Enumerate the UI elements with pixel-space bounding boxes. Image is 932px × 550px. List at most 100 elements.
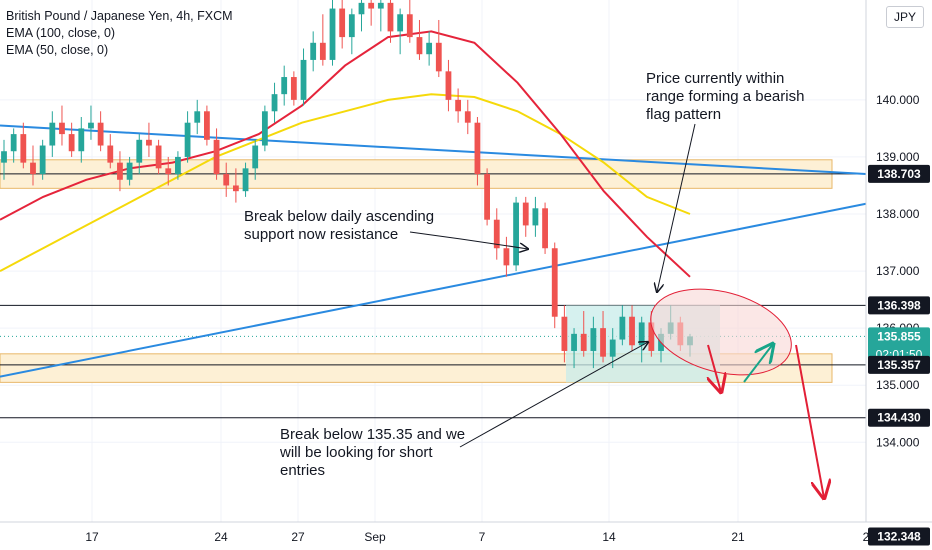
grid bbox=[0, 0, 867, 522]
candle-body bbox=[223, 174, 230, 186]
currency-badge[interactable]: JPY bbox=[886, 6, 924, 28]
candle bbox=[397, 8, 404, 55]
candle-body bbox=[377, 2, 384, 9]
candle bbox=[59, 105, 65, 146]
x-tick-label: 17 bbox=[85, 530, 99, 544]
candle bbox=[204, 105, 210, 146]
candle bbox=[532, 196, 539, 237]
candle bbox=[377, 0, 384, 32]
candle bbox=[242, 162, 249, 197]
candle-body bbox=[290, 77, 297, 100]
candle bbox=[522, 196, 529, 237]
candle bbox=[474, 116, 481, 186]
legend-ema50: EMA (50, close, 0) bbox=[6, 43, 109, 57]
candle-body bbox=[571, 333, 577, 351]
candle-body bbox=[532, 208, 539, 226]
candle bbox=[619, 305, 626, 346]
price-label-text: 138.703 bbox=[877, 167, 921, 181]
candle-body bbox=[368, 2, 375, 9]
candle bbox=[232, 168, 239, 203]
candle bbox=[10, 128, 17, 163]
candle bbox=[223, 162, 230, 197]
y-tick-label: 138.000 bbox=[876, 207, 920, 221]
candle-body bbox=[155, 145, 162, 169]
candle-body bbox=[464, 111, 471, 123]
candle-body bbox=[97, 122, 104, 146]
price-label: 136.398 bbox=[868, 296, 930, 315]
candle bbox=[416, 19, 423, 60]
candle bbox=[290, 71, 297, 106]
candle-body bbox=[20, 134, 27, 163]
candle-body bbox=[358, 2, 365, 15]
price-label: 132.348 bbox=[868, 527, 930, 546]
x-tick-label: 14 bbox=[602, 530, 616, 544]
candle-body bbox=[445, 71, 452, 100]
price-axis-bg bbox=[866, 0, 932, 550]
legend-ema100: EMA (100, close, 0) bbox=[6, 26, 116, 40]
y-tick-label: 137.000 bbox=[876, 264, 920, 278]
candle-body bbox=[88, 122, 94, 129]
candle-body bbox=[590, 328, 597, 351]
candle bbox=[49, 111, 56, 157]
price-label-bg bbox=[868, 327, 930, 364]
candle-body bbox=[300, 59, 307, 100]
candle-body bbox=[1, 151, 7, 163]
candle bbox=[638, 316, 645, 363]
drawings bbox=[409, 123, 824, 498]
candle bbox=[600, 311, 606, 363]
candle bbox=[117, 151, 123, 192]
candle bbox=[20, 122, 27, 169]
price-label-bg bbox=[868, 408, 930, 427]
ema-lines bbox=[0, 30, 691, 278]
x-tick-label: Sep bbox=[364, 530, 386, 544]
candle-body bbox=[213, 139, 220, 175]
candle bbox=[252, 139, 259, 180]
candle bbox=[1, 139, 7, 180]
candle bbox=[319, 14, 326, 66]
candle bbox=[213, 128, 220, 180]
candle-body bbox=[648, 322, 655, 351]
candle-body bbox=[136, 139, 143, 163]
candle-body bbox=[474, 122, 481, 175]
candle bbox=[406, 0, 413, 43]
candle bbox=[136, 134, 143, 175]
price-label-bg bbox=[868, 527, 930, 546]
legend-symbol: British Pound / Japanese Yen, 4h, FXCM bbox=[6, 9, 233, 23]
candle bbox=[503, 236, 510, 277]
candle-body bbox=[39, 145, 46, 175]
candle bbox=[107, 134, 114, 169]
ascending-support-line bbox=[0, 202, 867, 378]
candle-body bbox=[319, 42, 326, 60]
candle bbox=[39, 139, 46, 180]
ema100-line bbox=[0, 30, 691, 278]
candle bbox=[387, 0, 394, 43]
candle-body bbox=[542, 208, 548, 249]
projection-down-long bbox=[795, 344, 824, 498]
candle-body bbox=[194, 111, 201, 123]
candle-body bbox=[10, 134, 17, 152]
projection-up-retest bbox=[743, 344, 773, 383]
candle bbox=[464, 99, 471, 135]
x-tick-label: 21 bbox=[731, 530, 745, 544]
ema50-line bbox=[0, 93, 691, 272]
candle-body bbox=[619, 316, 626, 340]
candle bbox=[68, 122, 75, 157]
candle-body bbox=[629, 316, 635, 346]
candle-body bbox=[484, 174, 490, 220]
candle-body bbox=[339, 8, 346, 38]
annotation-break: Break below 135.35 and we will be lookin… bbox=[280, 426, 466, 479]
y-tick-label: 135.000 bbox=[876, 378, 920, 392]
candle bbox=[271, 82, 278, 123]
flag-pointer-arrow bbox=[657, 123, 696, 292]
candle bbox=[368, 0, 375, 26]
candle bbox=[261, 105, 268, 152]
candle bbox=[348, 8, 355, 55]
candle-body bbox=[503, 248, 510, 266]
candle-body bbox=[126, 162, 133, 180]
support-pointer-arrow bbox=[409, 231, 528, 249]
candle-body bbox=[261, 111, 268, 146]
candle-body bbox=[165, 168, 172, 175]
candle-body bbox=[513, 202, 519, 266]
